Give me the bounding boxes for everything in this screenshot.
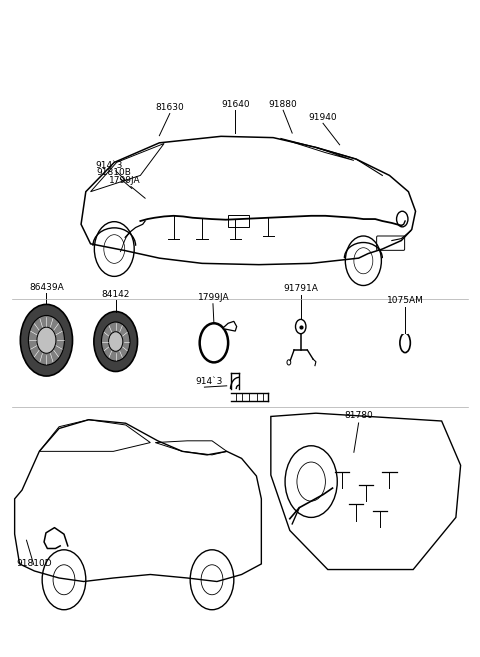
Text: 1799JA: 1799JA [198, 293, 230, 302]
Text: 81630: 81630 [156, 103, 184, 112]
Circle shape [108, 332, 123, 351]
Text: 914`3: 914`3 [195, 377, 222, 386]
Text: 91810D: 91810D [17, 559, 52, 568]
Text: 81780: 81780 [344, 411, 373, 420]
Text: 91940: 91940 [309, 113, 337, 122]
Circle shape [20, 304, 72, 376]
Text: 84142: 84142 [101, 290, 130, 299]
Text: 91640: 91640 [221, 100, 250, 109]
Text: 914`3: 914`3 [96, 160, 123, 170]
Text: 1799JA: 1799JA [109, 176, 141, 185]
Circle shape [28, 315, 64, 365]
Circle shape [101, 322, 130, 361]
Text: 91791A: 91791A [283, 284, 318, 292]
Circle shape [94, 311, 137, 371]
Bar [228, 215, 250, 227]
Text: 91880: 91880 [269, 100, 298, 109]
Text: 1075AM: 1075AM [387, 296, 423, 305]
Polygon shape [222, 321, 237, 331]
Text: 91810B: 91810B [97, 168, 132, 177]
Circle shape [37, 327, 56, 353]
Text: 86439A: 86439A [29, 283, 64, 292]
